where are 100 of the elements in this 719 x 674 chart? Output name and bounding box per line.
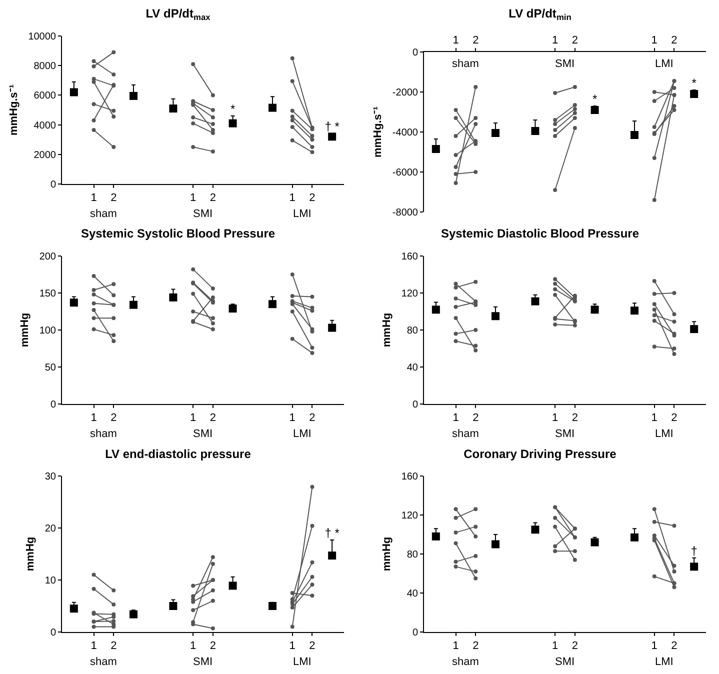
x-tick-label: 2 <box>110 640 117 652</box>
y-tick-label: -8000 <box>392 208 418 218</box>
x-tick-label: 1 <box>289 640 296 652</box>
chart-title: Systemic Diastolic Blood Pressure <box>440 226 640 241</box>
y-tick-label: 160 <box>401 252 418 262</box>
x-tick-label: 2 <box>309 640 316 652</box>
data-label: † * <box>324 120 340 134</box>
y-tick-label: 30 <box>44 472 56 482</box>
x-tick-label: 1 <box>190 412 196 424</box>
y-tick-label: 150 <box>39 288 56 300</box>
y-tick-label: 0 <box>412 400 418 410</box>
text: SMI <box>193 656 213 668</box>
text: SMI <box>193 428 213 440</box>
y-axis-title: mmHg <box>380 312 393 348</box>
x-tick-label: 2 <box>309 412 316 424</box>
text: sham <box>90 656 117 668</box>
text: sham <box>452 428 479 440</box>
x-tick-label: 1 <box>289 192 296 204</box>
chart-title: Coronary Driving Pressure <box>464 446 617 461</box>
x-tick-label: 2 <box>210 640 216 652</box>
y-tick-label: 120 <box>401 510 418 522</box>
y-tick-label: 40 <box>406 362 418 374</box>
y-tick-label: 2000 <box>34 150 56 161</box>
y-tick-label: 6000 <box>34 90 56 102</box>
x-tick-label: 1 <box>452 640 459 652</box>
chart-title: LV dP/dt$_{min}$ <box>508 6 572 22</box>
y-axis-title: mmHg <box>380 536 393 572</box>
x-tick-label: 2 <box>110 412 117 424</box>
y-tick-label: 160 <box>401 472 418 482</box>
x-tick-label: 2 <box>671 640 678 652</box>
text: sham <box>90 428 117 440</box>
x-tick-label: 2 <box>572 412 578 424</box>
text: SMI <box>555 656 575 668</box>
annotation: LMI <box>655 58 674 70</box>
data-label: * <box>230 102 236 116</box>
x-tick-label: 1 <box>190 640 196 652</box>
y-tick-label: 8000 <box>34 61 56 72</box>
text: SMI <box>193 208 213 220</box>
x-tick-label: 2 <box>671 34 678 47</box>
x-tick-label: 2 <box>472 412 479 424</box>
x-tick-label: 2 <box>671 412 678 424</box>
x-tick-label: 1 <box>289 412 296 424</box>
y-tick-label: 0 <box>50 180 56 190</box>
annotation: sham <box>452 58 479 70</box>
y-axis-title: mmHg <box>18 312 31 348</box>
x-tick-label: 1 <box>552 34 558 47</box>
x-tick-label: 1 <box>651 34 658 47</box>
x-tick-label: 1 <box>452 412 459 424</box>
data-label: * <box>692 76 697 90</box>
y-tick-label: 40 <box>406 588 418 600</box>
text: LMI <box>293 656 312 668</box>
data-label: * <box>592 92 598 106</box>
y-tick-label: 4000 <box>34 120 56 132</box>
x-tick-label: 2 <box>472 34 479 47</box>
y-tick-label: 50 <box>44 362 56 374</box>
data-label: † <box>690 544 698 558</box>
x-tick-label: 1 <box>90 640 97 652</box>
y-tick-label: 80 <box>406 550 418 560</box>
text: LMI <box>655 656 674 668</box>
x-tick-label: 2 <box>210 192 216 204</box>
y-tick-label: 80 <box>406 326 418 336</box>
text: sham <box>452 656 479 668</box>
x-tick-label: 1 <box>90 192 97 204</box>
x-tick-label: 2 <box>572 34 578 47</box>
x-tick-label: 1 <box>651 640 658 652</box>
x-tick-label: 2 <box>472 640 479 652</box>
y-tick-label: -6000 <box>392 168 418 178</box>
chart-title: Systemic Systolic Blood Pressure <box>80 226 276 241</box>
y-tick-label: 0 <box>50 400 56 410</box>
x-tick-label: 2 <box>309 192 316 204</box>
x-tick-label: 2 <box>572 640 578 652</box>
y-tick-label: 10000 <box>28 32 56 42</box>
y-tick-label: 120 <box>401 288 418 300</box>
data-label: † * <box>324 526 340 540</box>
y-tick-label: -2000 <box>392 88 418 98</box>
y-tick-label: -4000 <box>392 128 418 138</box>
x-tick-label: 2 <box>210 412 216 424</box>
y-axis-title: mmHg <box>24 536 37 572</box>
y-tick-label: 20 <box>44 524 56 534</box>
x-tick-label: 1 <box>552 412 558 424</box>
y-tick-label: 200 <box>39 252 56 262</box>
y-axis-title: mmHg.s⁻¹ <box>372 106 384 158</box>
y-tick-label: 0 <box>412 628 418 638</box>
y-tick-label: 10 <box>44 576 56 586</box>
y-axis-title: mmHg.s⁻¹ <box>8 84 20 136</box>
text: sham <box>90 208 117 220</box>
text: LMI <box>293 208 312 220</box>
text: LMI <box>293 428 312 440</box>
x-tick-label: 1 <box>90 412 97 424</box>
chart-title: LV end-diastolic pressure <box>105 446 252 461</box>
y-tick-label: 0 <box>50 628 56 638</box>
chart-title: LV dP/dt$_{max}$ <box>146 6 211 22</box>
x-tick-label: 1 <box>651 412 658 424</box>
x-tick-label: 1 <box>552 640 558 652</box>
annotation: SMI <box>555 58 575 70</box>
y-tick-label: 0 <box>412 48 418 58</box>
text: LMI <box>655 428 674 440</box>
y-tick-label: 100 <box>39 326 56 336</box>
text: SMI <box>555 428 575 440</box>
x-tick-label: 1 <box>190 192 196 204</box>
